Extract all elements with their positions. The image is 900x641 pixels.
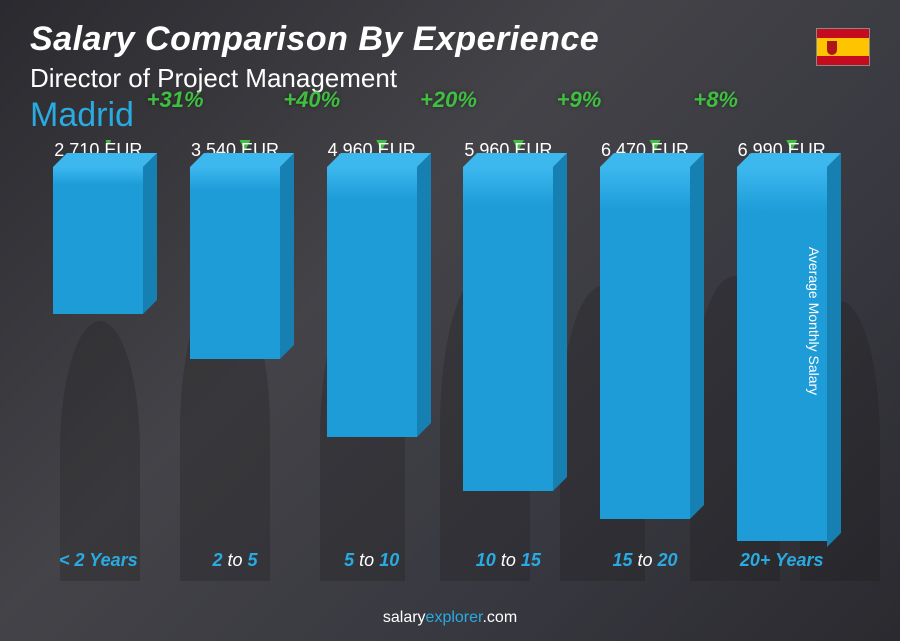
growth-pct-label: +8% — [693, 87, 738, 113]
growth-pct-label: +40% — [283, 87, 340, 113]
bar — [190, 167, 280, 359]
growth-pct-label: +20% — [420, 87, 477, 113]
growth-pct-label: +31% — [147, 87, 204, 113]
bar — [600, 167, 690, 519]
y-axis-label: Average Monthly Salary — [806, 246, 822, 394]
x-axis-label: 5 to 10 — [303, 550, 440, 571]
bar-slot: 5,960 EUR — [440, 140, 577, 541]
bar — [53, 167, 143, 314]
bar-slot: 4,960 EUR — [303, 140, 440, 541]
bar-slot: 6,990 EUR — [713, 140, 850, 541]
bar-slot: 6,470 EUR — [577, 140, 714, 541]
bar-slot: 2,710 EUR — [30, 140, 167, 541]
x-axis-label: 10 to 15 — [440, 550, 577, 571]
chart-title: Salary Comparison By Experience — [30, 20, 870, 59]
footer-prefix: salary — [383, 609, 426, 626]
footer-watermark: salaryexplorer.com — [0, 609, 900, 627]
bar — [327, 167, 417, 437]
bar — [463, 167, 553, 491]
x-axis-label: < 2 Years — [30, 550, 167, 571]
main-container: Salary Comparison By Experience Director… — [0, 0, 900, 641]
footer-accent: explorer — [426, 609, 483, 626]
chart-area: 2,710 EUR3,540 EUR4,960 EUR5,960 EUR6,47… — [30, 140, 850, 571]
bar-slot: 3,540 EUR — [167, 140, 304, 541]
bars-row: 2,710 EUR3,540 EUR4,960 EUR5,960 EUR6,47… — [30, 140, 850, 541]
footer-suffix: .com — [482, 609, 517, 626]
spain-flag-icon — [816, 28, 870, 66]
growth-pct-label: +9% — [557, 87, 602, 113]
x-axis-label: 15 to 20 — [577, 550, 714, 571]
x-axis-label: 20+ Years — [713, 550, 850, 571]
x-axis-labels: < 2 Years2 to 55 to 1010 to 1515 to 2020… — [30, 550, 850, 571]
x-axis-label: 2 to 5 — [167, 550, 304, 571]
header: Salary Comparison By Experience Director… — [30, 20, 870, 135]
